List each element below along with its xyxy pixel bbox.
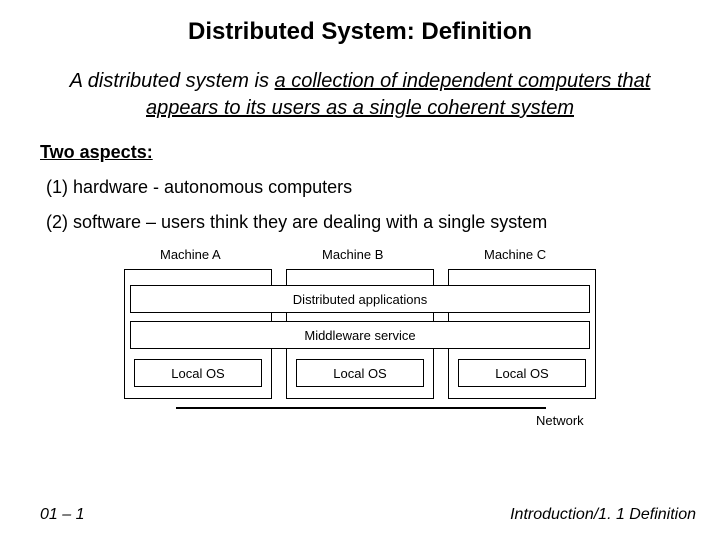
definition-prefix: A distributed system is — [70, 70, 275, 92]
architecture-diagram: Machine A Machine B Machine C Distribute… — [124, 247, 596, 437]
network-label: Network — [536, 413, 584, 428]
slide-footer: 01 – 1 Introduction/1. 1 Definition — [40, 506, 696, 524]
footer-right: Introduction/1. 1 Definition — [510, 506, 696, 524]
aspect-1: (1) hardware - autonomous computers — [46, 177, 680, 198]
machine-a-label: Machine A — [160, 247, 221, 262]
machine-b-label: Machine B — [322, 247, 383, 262]
machine-c-label: Machine C — [484, 247, 546, 262]
footer-left: 01 – 1 — [40, 506, 84, 524]
definition-text: A distributed system is a collection of … — [60, 68, 660, 122]
slide-title: Distributed System: Definition — [40, 18, 680, 46]
distributed-apps-layer: Distributed applications — [130, 285, 590, 313]
local-os-c: Local OS — [458, 359, 586, 387]
local-os-a: Local OS — [134, 359, 262, 387]
aspects-heading: Two aspects: — [40, 142, 680, 163]
middleware-layer: Middleware service — [130, 321, 590, 349]
aspect-2: (2) software – users think they are deal… — [46, 212, 680, 233]
local-os-b: Local OS — [296, 359, 424, 387]
network-line — [176, 407, 546, 409]
